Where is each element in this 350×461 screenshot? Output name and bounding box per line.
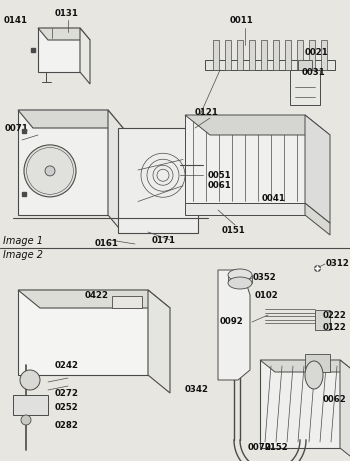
Polygon shape xyxy=(80,28,90,84)
Polygon shape xyxy=(260,360,340,448)
Circle shape xyxy=(24,145,76,197)
Polygon shape xyxy=(13,395,48,415)
Text: 0152: 0152 xyxy=(265,443,289,453)
Text: 0031: 0031 xyxy=(302,67,326,77)
Text: 0282: 0282 xyxy=(55,420,79,430)
Polygon shape xyxy=(185,203,305,215)
Polygon shape xyxy=(38,28,80,72)
Polygon shape xyxy=(18,290,148,375)
Text: 0422: 0422 xyxy=(85,290,109,300)
Polygon shape xyxy=(305,115,330,223)
Text: 0161: 0161 xyxy=(95,238,119,248)
Polygon shape xyxy=(249,40,255,70)
Ellipse shape xyxy=(305,361,323,389)
Text: 0092: 0092 xyxy=(220,318,244,326)
Text: 0102: 0102 xyxy=(255,290,279,300)
Text: 0021: 0021 xyxy=(305,47,329,57)
Text: Image 2: Image 2 xyxy=(3,250,43,260)
Polygon shape xyxy=(309,40,315,70)
Circle shape xyxy=(21,415,31,425)
Text: 0312: 0312 xyxy=(326,260,350,268)
Text: 0011: 0011 xyxy=(230,16,254,24)
Polygon shape xyxy=(112,296,141,308)
Text: 0151: 0151 xyxy=(222,225,246,235)
Text: 0222: 0222 xyxy=(323,311,347,319)
Polygon shape xyxy=(18,110,123,128)
Polygon shape xyxy=(297,40,303,70)
Polygon shape xyxy=(38,28,90,40)
Text: 0051: 0051 xyxy=(208,171,232,179)
Polygon shape xyxy=(260,360,350,372)
Polygon shape xyxy=(118,128,198,233)
Polygon shape xyxy=(218,270,250,380)
Polygon shape xyxy=(18,290,170,308)
Polygon shape xyxy=(225,40,231,70)
Polygon shape xyxy=(185,115,330,135)
Text: 0242: 0242 xyxy=(55,361,79,370)
Polygon shape xyxy=(261,40,267,70)
Text: 0171: 0171 xyxy=(152,236,176,244)
Text: 0062: 0062 xyxy=(323,396,347,404)
Text: 0141: 0141 xyxy=(4,16,28,24)
Text: Image 1: Image 1 xyxy=(3,236,43,246)
Polygon shape xyxy=(285,40,291,70)
Text: 0342: 0342 xyxy=(185,385,209,395)
Text: 0252: 0252 xyxy=(55,403,79,413)
Text: 0072: 0072 xyxy=(248,443,272,453)
Polygon shape xyxy=(305,203,330,235)
Ellipse shape xyxy=(228,277,252,289)
Circle shape xyxy=(20,370,40,390)
Text: 0121: 0121 xyxy=(195,107,219,117)
Polygon shape xyxy=(148,290,170,393)
Polygon shape xyxy=(305,354,330,372)
Text: 0071: 0071 xyxy=(5,124,29,132)
Polygon shape xyxy=(321,40,327,70)
Polygon shape xyxy=(185,115,305,203)
Text: 0352: 0352 xyxy=(253,273,277,283)
Circle shape xyxy=(45,166,55,176)
Text: 0131: 0131 xyxy=(55,8,79,18)
Polygon shape xyxy=(18,110,108,215)
Text: 0122: 0122 xyxy=(323,324,347,332)
Polygon shape xyxy=(213,40,219,70)
Polygon shape xyxy=(298,60,312,70)
Text: 0041: 0041 xyxy=(262,194,286,202)
Polygon shape xyxy=(290,70,320,105)
Text: 0272: 0272 xyxy=(55,389,79,397)
Polygon shape xyxy=(340,360,350,460)
Polygon shape xyxy=(205,60,335,70)
Polygon shape xyxy=(315,310,330,330)
Polygon shape xyxy=(237,40,243,70)
Text: 0061: 0061 xyxy=(208,181,232,189)
Ellipse shape xyxy=(228,269,252,281)
Polygon shape xyxy=(273,40,279,70)
Polygon shape xyxy=(108,110,123,233)
